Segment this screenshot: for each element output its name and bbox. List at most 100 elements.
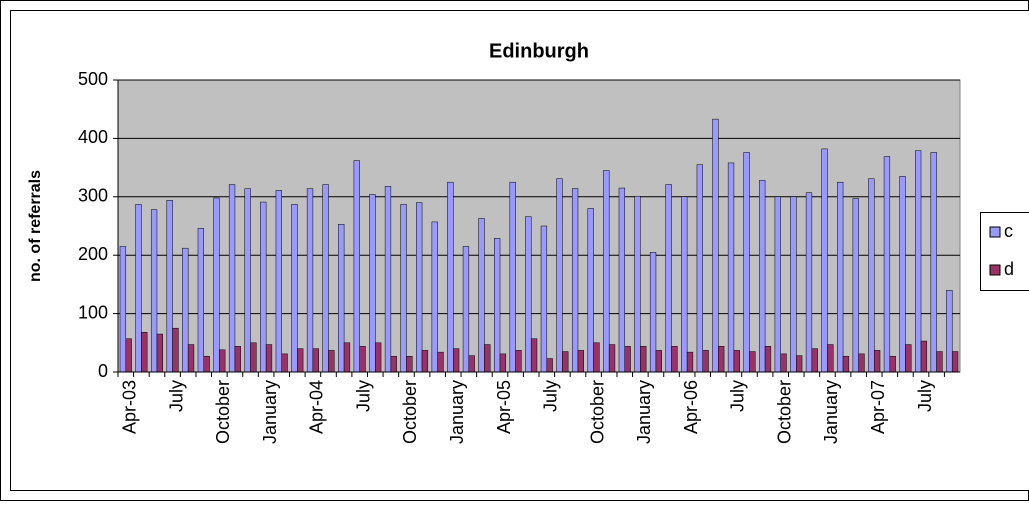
- x-tick-label: July: [166, 380, 186, 412]
- bar: [594, 343, 600, 372]
- y-tick-label: 400: [78, 127, 108, 147]
- x-tick-label: October: [774, 380, 794, 444]
- bar: [837, 182, 843, 372]
- bar: [469, 356, 475, 372]
- bar: [370, 194, 376, 372]
- bar: [775, 197, 781, 372]
- bar: [687, 352, 693, 372]
- bar: [952, 352, 958, 372]
- bar: [438, 352, 444, 372]
- bar: [432, 222, 438, 372]
- bar: [360, 346, 366, 372]
- bar: [292, 204, 298, 372]
- bar: [640, 346, 646, 372]
- bar: [484, 345, 490, 372]
- bar: [609, 345, 615, 372]
- legend-swatch: [990, 227, 1000, 237]
- y-tick-label: 500: [78, 69, 108, 89]
- bar: [198, 228, 204, 372]
- bar: [759, 180, 765, 372]
- bar: [479, 218, 485, 372]
- bar: [494, 238, 500, 372]
- bar: [329, 350, 335, 372]
- bar: [173, 328, 179, 372]
- bar: [157, 334, 163, 372]
- x-tick-label: Apr-06: [681, 380, 701, 434]
- legend-label: d: [1004, 259, 1014, 279]
- bar: [713, 119, 719, 372]
- bar: [572, 189, 578, 372]
- bar: [547, 359, 553, 372]
- bar: [625, 346, 631, 372]
- bar: [416, 203, 422, 372]
- bar: [921, 341, 927, 372]
- bar: [822, 149, 828, 372]
- bar: [323, 185, 329, 372]
- bar: [884, 157, 890, 372]
- x-tick-label: January: [821, 380, 841, 444]
- bar: [182, 248, 188, 372]
- bar: [282, 354, 288, 372]
- bar: [853, 199, 859, 372]
- bar: [229, 185, 235, 372]
- bar: [672, 346, 678, 372]
- x-tick-label: January: [260, 380, 280, 444]
- bar: [946, 290, 952, 372]
- bar: [734, 350, 740, 372]
- bar: [251, 343, 257, 372]
- bar: [313, 349, 319, 372]
- chart-title: Edinburgh: [489, 40, 589, 62]
- y-axis-label: no. of referrals: [27, 170, 44, 282]
- bar: [141, 332, 147, 372]
- bar: [859, 354, 865, 372]
- bar: [235, 346, 241, 372]
- bar: [297, 349, 303, 372]
- bar: [681, 197, 687, 372]
- bar: [666, 185, 672, 372]
- x-tick-label: October: [213, 380, 233, 444]
- bar: [931, 152, 937, 372]
- bar: [900, 176, 906, 372]
- bar: [276, 190, 282, 372]
- bar: [219, 350, 225, 372]
- y-tick-label: 100: [78, 302, 108, 322]
- x-tick-label: July: [353, 380, 373, 412]
- bar: [541, 226, 547, 372]
- bar: [781, 354, 787, 372]
- bar: [703, 350, 709, 372]
- bar: [307, 189, 313, 372]
- bar: [915, 151, 921, 372]
- bar: [167, 200, 173, 372]
- x-tick-label: Apr-07: [868, 380, 888, 434]
- bar: [868, 179, 874, 372]
- bar: [619, 188, 625, 372]
- x-tick-label: Apr-03: [120, 380, 140, 434]
- bar: [422, 350, 428, 372]
- x-tick-label: July: [541, 380, 561, 412]
- bar: [354, 161, 360, 372]
- bar: [525, 217, 531, 372]
- bar: [728, 163, 734, 372]
- bar: [391, 356, 397, 372]
- x-tick-label: July: [915, 380, 935, 412]
- bar: [136, 204, 142, 372]
- bar: [806, 193, 812, 372]
- bar: [890, 356, 896, 372]
- bar: [635, 196, 641, 372]
- bar: [245, 189, 251, 372]
- bar: [126, 339, 132, 372]
- bar: [406, 356, 412, 372]
- bar: [531, 339, 537, 372]
- x-tick-label: January: [634, 380, 654, 444]
- bar: [385, 186, 391, 372]
- bar: [447, 182, 453, 372]
- bar: [204, 356, 210, 372]
- bar: [214, 198, 220, 372]
- bar: [120, 246, 126, 372]
- legend-swatch: [990, 265, 1000, 275]
- bar: [874, 350, 880, 372]
- bar: [516, 350, 522, 372]
- bar: [453, 349, 459, 372]
- bar: [188, 345, 194, 372]
